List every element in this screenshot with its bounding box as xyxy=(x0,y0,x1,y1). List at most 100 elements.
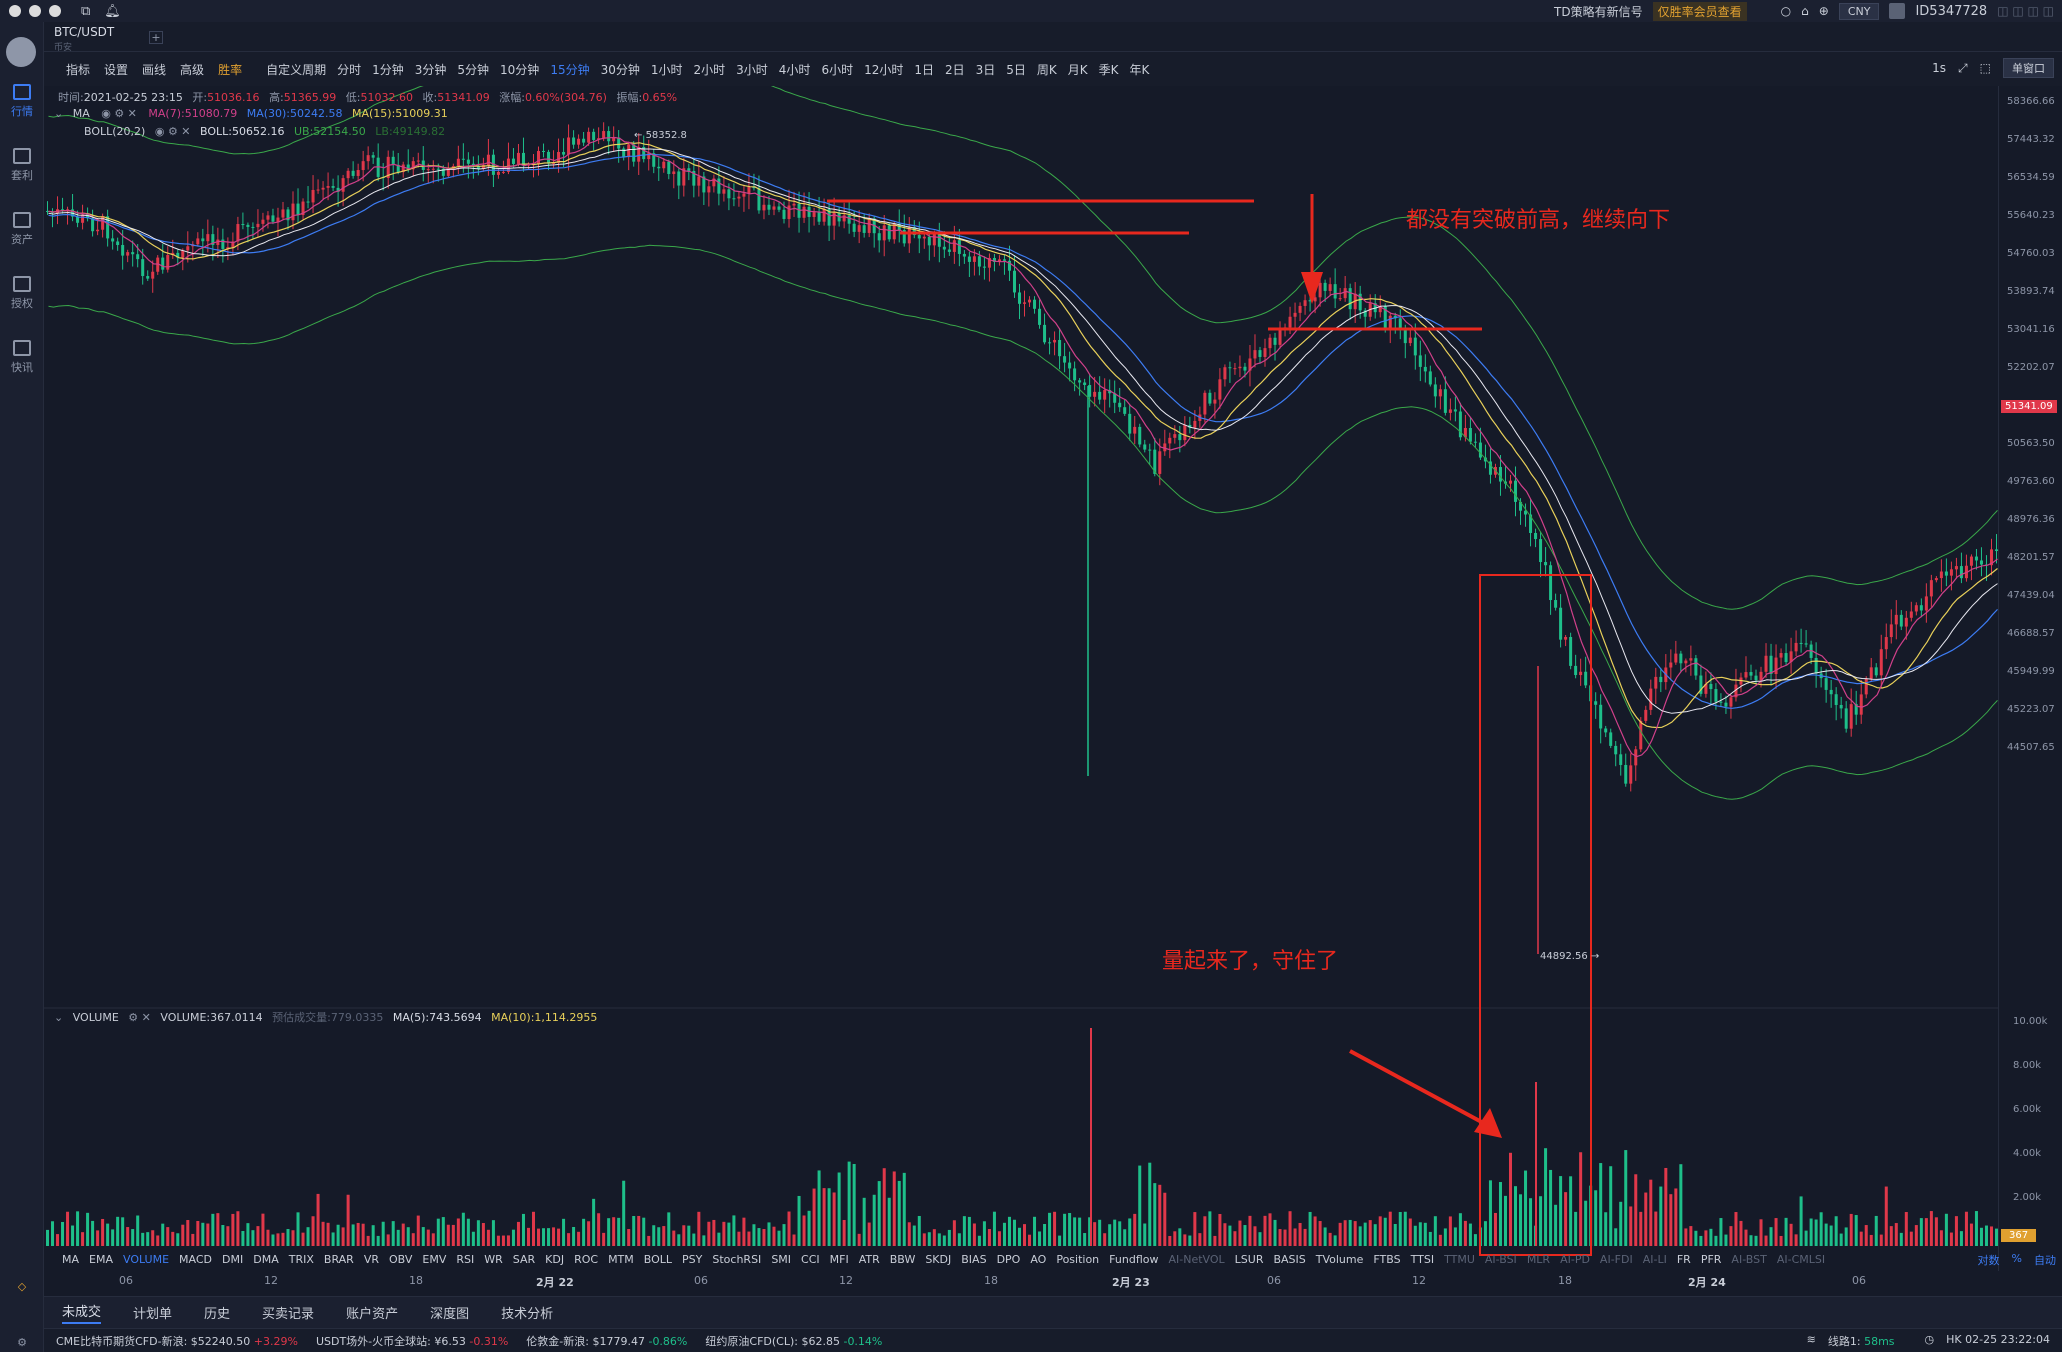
period-tab[interactable]: 3日 xyxy=(975,62,996,77)
indicator-tab[interactable]: TVolume xyxy=(1315,1252,1364,1266)
pair-tab[interactable]: BTC/USDT xyxy=(54,25,115,39)
period-tab[interactable]: 15分钟 xyxy=(550,62,590,77)
indicator-tab[interactable]: PSY xyxy=(682,1252,703,1266)
indicator-tab[interactable]: MACD xyxy=(179,1252,213,1266)
period-tab[interactable]: 5分钟 xyxy=(457,62,490,77)
indicator-tab[interactable]: BRAR xyxy=(323,1252,354,1266)
indicator-tab[interactable]: LSUR xyxy=(1234,1252,1264,1266)
indicator-tab[interactable]: TRIX xyxy=(288,1252,314,1266)
candlestick-chart[interactable] xyxy=(44,54,1998,1271)
currency-select[interactable]: CNY xyxy=(1838,2,1880,20)
sidebar-item-assets[interactable]: 资产 xyxy=(0,212,44,247)
indicator-tab[interactable]: WR xyxy=(484,1252,503,1266)
indicator-tab[interactable]: MA xyxy=(62,1252,80,1266)
window-mode-select[interactable]: 单窗口 xyxy=(2003,58,2054,78)
indicator-tab[interactable]: SKDJ xyxy=(925,1252,952,1266)
chart-area[interactable]: 时间:2021-02-25 23:15 开:51036.16 高:51365.9… xyxy=(44,54,1998,1271)
indicator-button[interactable]: 指标 xyxy=(66,62,91,77)
period-tab[interactable]: 12小时 xyxy=(864,62,904,77)
fullscreen-icon[interactable]: ⤢ xyxy=(1958,60,1968,75)
indicator-tab[interactable]: AI-PD xyxy=(1560,1252,1590,1266)
indicator-tab[interactable]: ROC xyxy=(574,1252,599,1266)
bottom-tab[interactable]: 历史 xyxy=(204,1307,231,1322)
period-tab[interactable]: 月K xyxy=(1067,62,1088,77)
indicator-tab[interactable]: RSI xyxy=(456,1252,475,1266)
bottom-tab[interactable]: 买卖记录 xyxy=(262,1307,315,1322)
line-latency[interactable]: 线路1: 58ms xyxy=(1827,1335,1895,1348)
indicator-tab[interactable]: PFR xyxy=(1700,1252,1722,1266)
indicator-tab[interactable]: EMV xyxy=(422,1252,447,1266)
period-tab[interactable]: 3小时 xyxy=(736,62,768,77)
settings-button[interactable]: 设置 xyxy=(104,62,129,77)
sidebar-item-authorize[interactable]: 授权 xyxy=(0,276,44,311)
indicator-tab[interactable]: EMA xyxy=(89,1252,113,1266)
indicator-tab[interactable]: Position xyxy=(1056,1252,1100,1266)
percent-scale-toggle[interactable]: % xyxy=(2011,1252,2022,1265)
period-tab[interactable]: 6小时 xyxy=(821,62,854,77)
avatar[interactable] xyxy=(1889,3,1906,19)
period-tab[interactable]: 2小时 xyxy=(693,62,726,77)
period-tab[interactable]: 1小时 xyxy=(650,62,683,77)
period-tab[interactable]: 1日 xyxy=(914,62,934,77)
minimize-window-button[interactable] xyxy=(29,5,41,17)
auto-scale-toggle[interactable]: 自动 xyxy=(2034,1254,2056,1267)
indicator-tab[interactable]: StochRSI xyxy=(712,1252,762,1266)
bottom-tab[interactable]: 计划单 xyxy=(133,1307,173,1322)
window-controls[interactable]: ◫ ◫ ◫ ◫ xyxy=(1997,4,2054,18)
boll-legend[interactable]: BOLL(20,2) ◉ ⚙ ✕ BOLL:50652.16 UB:52154.… xyxy=(84,125,446,138)
indicator-tab[interactable]: VR xyxy=(363,1252,379,1266)
vip-badge[interactable]: 仅胜率会员查看 xyxy=(1652,1,1747,21)
bell-icon[interactable]: 🔔︎ xyxy=(104,3,121,19)
indicator-tab[interactable]: MTM xyxy=(608,1252,634,1266)
period-tab[interactable]: 3分钟 xyxy=(414,62,447,77)
indicator-tab[interactable]: BBW xyxy=(889,1252,916,1266)
indicator-tab[interactable]: DMI xyxy=(222,1252,244,1266)
winrate-button[interactable]: 胜率 xyxy=(218,62,243,77)
period-tab[interactable]: 分时 xyxy=(337,62,362,77)
bottom-tab[interactable]: 账户资产 xyxy=(346,1307,399,1322)
period-tab[interactable]: 2日 xyxy=(945,62,965,77)
screenshot-icon[interactable]: ⬚ xyxy=(1979,61,1991,75)
indicator-tab[interactable]: OBV xyxy=(389,1252,413,1266)
indicator-tab[interactable]: BASIS xyxy=(1273,1252,1306,1266)
advanced-button[interactable]: 高级 xyxy=(180,62,205,77)
bottom-tab[interactable]: 技术分析 xyxy=(501,1307,554,1322)
external-window-icon[interactable]: ⧉ xyxy=(81,3,91,19)
volume-legend[interactable]: ⌄ VOLUME ⚙ ✕ VOLUME:367.0114 预估成交量:779.0… xyxy=(54,1011,598,1024)
search-icon[interactable]: ○ xyxy=(1780,4,1792,18)
bottom-tab[interactable]: 深度图 xyxy=(430,1307,470,1322)
ticker-oil[interactable]: 纽约原油CFD(CL): $62.85 -0.14% xyxy=(705,1334,883,1348)
add-tab-button[interactable]: + xyxy=(149,31,163,44)
period-tab[interactable]: 10分钟 xyxy=(500,62,540,77)
close-window-button[interactable] xyxy=(9,5,21,17)
indicator-tab[interactable]: AI-LI xyxy=(1642,1252,1667,1266)
indicator-tab[interactable]: AI-BST xyxy=(1731,1252,1767,1266)
indicator-tab[interactable]: DPO xyxy=(996,1252,1021,1266)
period-tab[interactable]: 1分钟 xyxy=(372,62,404,77)
maximize-window-button[interactable] xyxy=(49,5,61,17)
log-scale-toggle[interactable]: 对数 xyxy=(1977,1254,2000,1267)
user-id[interactable]: ID5347728 xyxy=(1915,3,1988,19)
period-tab[interactable]: 30分钟 xyxy=(600,62,640,77)
indicator-tab[interactable]: VOLUME xyxy=(122,1252,170,1266)
period-tab[interactable]: 5日 xyxy=(1006,62,1026,77)
period-tab[interactable]: 4小时 xyxy=(778,62,811,77)
indicator-tab[interactable]: TTMU xyxy=(1444,1252,1475,1266)
refresh-interval[interactable]: 1s xyxy=(1932,61,1947,75)
indicator-tab[interactable]: AO xyxy=(1030,1252,1047,1266)
period-tab[interactable]: 周K xyxy=(1036,62,1057,77)
indicator-tab[interactable]: CCI xyxy=(801,1252,820,1266)
indicator-tab[interactable]: SMI xyxy=(771,1252,792,1266)
indicator-tab[interactable]: AI-FDI xyxy=(1599,1252,1633,1266)
sidebar-item-arbitrage[interactable]: 套利 xyxy=(0,148,44,183)
vip-icon[interactable]: ◇ xyxy=(17,1280,27,1293)
sidebar-item-market[interactable]: 行情 xyxy=(0,84,44,119)
indicator-tab[interactable]: BIAS xyxy=(961,1252,987,1266)
custom-period-select[interactable]: 自定义周期 xyxy=(266,62,327,77)
indicator-tab[interactable]: FTBS xyxy=(1373,1252,1401,1266)
ma-legend[interactable]: ⌄ MA ◉ ⚙ ✕ MA(7):51080.79 MA(30):50242.5… xyxy=(54,107,448,120)
ticker-gold[interactable]: 伦敦金-新浪: $1779.47 -0.86% xyxy=(526,1334,688,1348)
indicator-tab[interactable]: ATR xyxy=(858,1252,880,1266)
indicator-tab[interactable]: TTSI xyxy=(1410,1252,1435,1266)
settings-icon[interactable]: ⚙ xyxy=(17,1336,27,1349)
